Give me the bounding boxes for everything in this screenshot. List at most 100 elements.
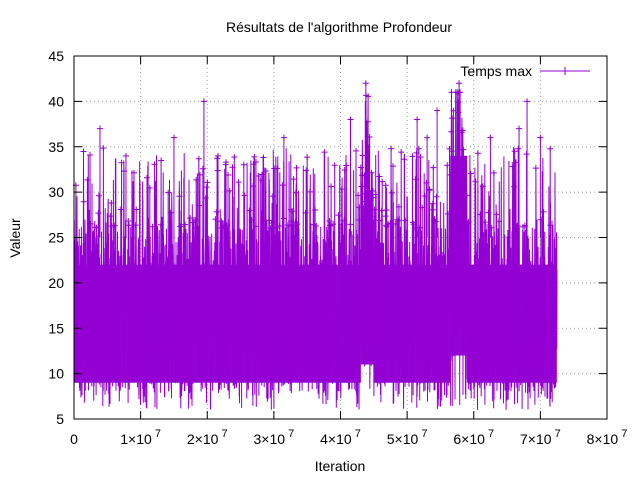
point-marker [371, 206, 378, 213]
point-marker [460, 146, 467, 153]
point-marker [290, 176, 297, 183]
point-marker [465, 218, 472, 225]
point-marker [358, 183, 365, 190]
point-marker [187, 215, 194, 222]
point-marker [510, 183, 517, 190]
point-marker [80, 148, 87, 155]
point-marker [193, 225, 200, 232]
peak-marker [524, 98, 531, 105]
point-marker [456, 175, 463, 182]
point-marker [335, 212, 342, 219]
x-tick-label: 0 [70, 431, 78, 447]
point-marker [80, 198, 87, 205]
point-marker [444, 210, 451, 217]
point-marker [448, 128, 455, 135]
point-marker [312, 207, 319, 214]
point-marker [93, 224, 100, 231]
point-marker [331, 162, 338, 169]
point-marker [467, 170, 474, 177]
point-marker [488, 224, 495, 231]
point-marker [165, 189, 172, 196]
series-temps-max [72, 80, 558, 410]
x-tick-label: 8×10 7 [587, 428, 628, 447]
point-marker [511, 159, 518, 166]
point-marker [196, 202, 203, 209]
y-tick-label: 45 [48, 48, 64, 64]
point-marker [274, 165, 281, 172]
point-marker [361, 172, 368, 179]
point-marker [356, 204, 363, 211]
point-marker [477, 211, 484, 218]
point-marker [84, 176, 91, 183]
point-marker [146, 184, 153, 191]
point-marker [450, 107, 457, 114]
point-marker [292, 189, 299, 196]
point-marker [327, 222, 334, 229]
point-marker [246, 207, 253, 214]
point-marker [133, 206, 140, 213]
point-marker [87, 220, 94, 227]
point-marker [382, 182, 389, 189]
point-marker [444, 162, 451, 169]
point-marker [532, 165, 539, 172]
point-marker [293, 164, 300, 171]
y-tick-label: 20 [48, 275, 64, 291]
point-marker [455, 99, 462, 106]
point-marker [321, 149, 328, 156]
point-marker [369, 187, 376, 194]
point-marker [460, 170, 467, 177]
peak-marker [487, 134, 494, 141]
point-marker [341, 167, 348, 174]
point-marker [294, 221, 301, 228]
point-marker [131, 169, 138, 176]
point-marker [343, 162, 350, 169]
peak-marker [200, 98, 207, 105]
point-marker [117, 206, 124, 213]
point-marker [388, 145, 395, 152]
point-marker [252, 158, 259, 165]
point-marker [231, 153, 238, 160]
point-marker [107, 213, 114, 220]
y-axis-ticks: 5 10 15 20 25 30 35 40 45 [48, 48, 607, 427]
point-marker [459, 197, 466, 204]
point-marker [376, 173, 383, 180]
x-tick-label: 5×10 7 [387, 428, 428, 447]
point-marker [509, 163, 516, 170]
point-marker [289, 208, 296, 215]
x-tick-label: 1×10 7 [120, 428, 161, 447]
point-marker [361, 190, 368, 197]
point-marker [461, 224, 468, 231]
point-marker [111, 222, 118, 229]
point-marker [214, 152, 221, 159]
point-marker [398, 149, 405, 156]
point-marker [182, 221, 189, 228]
point-marker [370, 194, 377, 201]
point-marker [513, 223, 520, 230]
point-marker [493, 211, 500, 218]
point-marker [255, 173, 262, 180]
point-marker [151, 161, 158, 168]
point-marker [193, 176, 200, 183]
point-marker [95, 192, 102, 199]
point-marker [262, 168, 269, 175]
point-marker [495, 218, 502, 225]
point-marker [212, 216, 219, 223]
chart-title: Résultats de l'algorithme Profondeur [226, 19, 452, 35]
point-marker [474, 150, 481, 157]
point-marker [125, 222, 132, 229]
point-marker [226, 187, 233, 194]
point-marker [373, 191, 380, 198]
peak-marker [96, 125, 103, 132]
point-marker [225, 172, 232, 179]
point-marker [419, 204, 426, 211]
point-marker [306, 188, 313, 195]
point-marker [357, 164, 364, 171]
point-marker [269, 193, 276, 200]
legend: Temps max [460, 63, 590, 79]
peak-marker [516, 125, 523, 132]
point-marker [457, 89, 464, 96]
point-marker [223, 222, 230, 229]
peak-marker [424, 134, 431, 141]
point-marker [251, 153, 258, 160]
